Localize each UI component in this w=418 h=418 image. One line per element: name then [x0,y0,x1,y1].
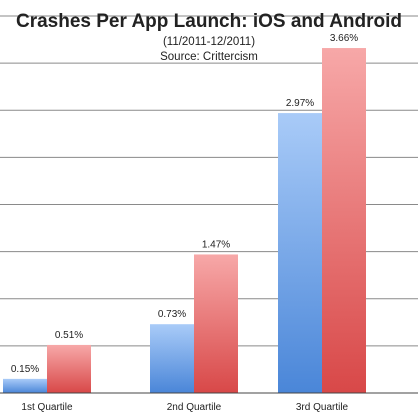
bar-series1-1 [194,254,238,393]
bar-series0-1 [150,324,194,393]
bars [3,48,366,394]
data-label-series1-0: 0.51% [55,330,83,341]
chart-subtitle-date-range: (11/2011-12/2011) [163,36,255,48]
data-label-series1-1: 1.47% [202,239,230,250]
data-label-series0-1: 0.73% [158,309,186,320]
x-tick-label-0: 1st Quartile [21,402,73,413]
data-label-series0-0: 0.15% [11,364,39,375]
bar-series0-0 [3,378,47,393]
data-label-series1-2: 3.66% [330,33,358,44]
x-tick-label-2: 3rd Quartile [296,402,349,413]
x-tick-labels: 1st Quartile 2nd Quartile 3rd Quartile [21,402,348,413]
chart-subtitle-source: Source: Crittercism [160,51,258,63]
chart-title: Crashes Per App Launch: iOS and Android [16,11,402,32]
bar-series1-0 [47,344,91,393]
gridlines [0,15,418,347]
data-label-series0-2: 2.97% [286,98,314,109]
x-tick-label-1: 2nd Quartile [167,402,222,413]
bar-series0-2 [278,113,322,393]
data-labels: 0.15% 0.51% 0.73% 1.47% 2.97% 3.66% [11,33,358,375]
bar-series1-2 [322,48,366,394]
